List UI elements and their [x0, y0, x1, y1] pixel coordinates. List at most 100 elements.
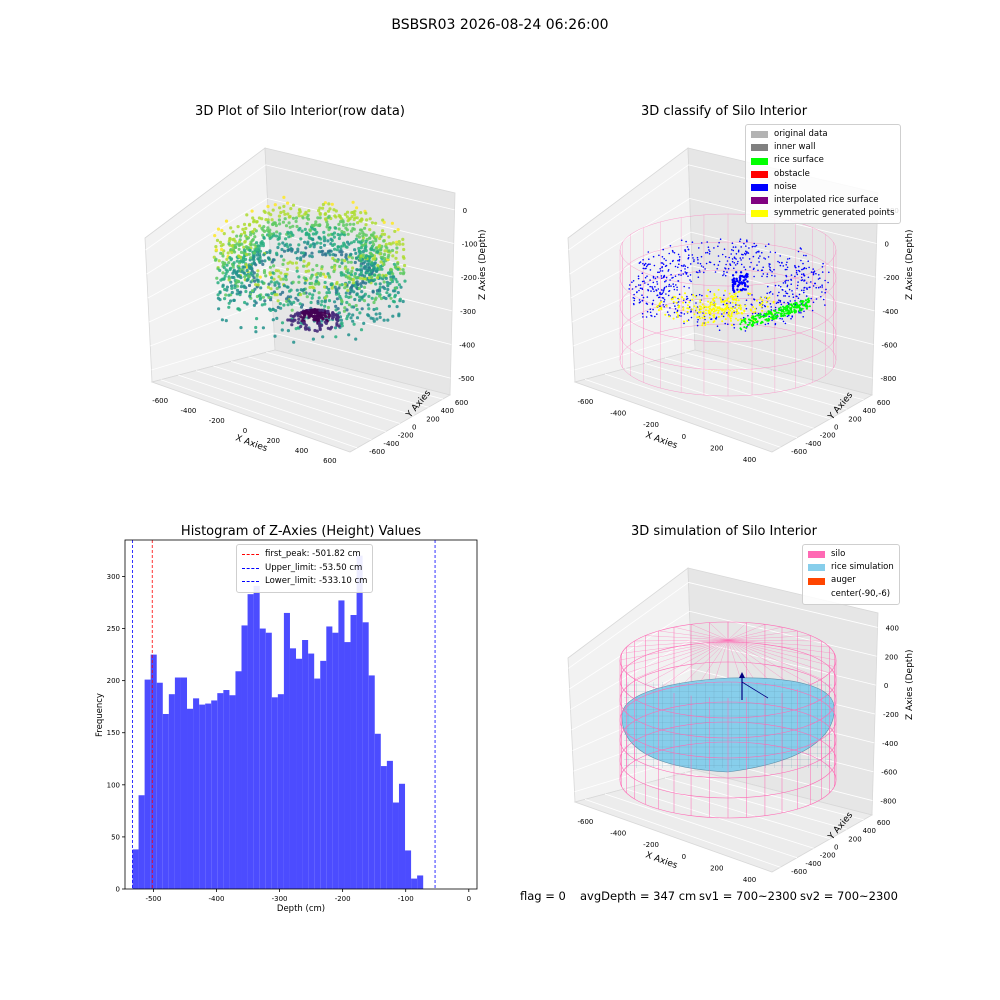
rice-surface-point — [775, 311, 778, 314]
grid-line — [150, 299, 273, 347]
noise-point — [780, 303, 783, 306]
noise-point — [743, 242, 745, 245]
noise-point — [657, 271, 659, 274]
data-point — [305, 310, 310, 314]
noise-point — [800, 312, 802, 314]
data-point — [271, 222, 275, 226]
noise-point — [663, 286, 666, 289]
data-point — [232, 261, 236, 265]
noise-point — [744, 330, 747, 332]
data-point — [401, 237, 405, 241]
data-point — [313, 222, 317, 227]
symmetric-point — [732, 298, 735, 301]
noise-point — [646, 310, 649, 313]
data-point — [285, 297, 289, 301]
histogram-bar — [289, 648, 297, 889]
symmetric-point — [748, 292, 750, 295]
symmetric-point — [736, 312, 738, 315]
data-point — [381, 229, 385, 233]
legend-label: original data — [774, 129, 828, 139]
symmetric-point — [732, 295, 735, 298]
symmetric-point — [693, 305, 696, 308]
noise-point — [753, 242, 755, 245]
noise-point — [822, 298, 825, 301]
noise-point — [690, 316, 693, 319]
data-point — [221, 254, 225, 258]
symmetric-point — [707, 300, 710, 303]
data-point — [281, 220, 285, 224]
data-point — [362, 285, 367, 289]
noise-point — [775, 302, 778, 305]
noise-point — [778, 284, 780, 287]
rice-surface-point — [758, 316, 761, 319]
grid-line — [568, 582, 689, 669]
noise-point — [792, 296, 795, 299]
rice-surface-point — [805, 307, 808, 310]
noise-point — [803, 273, 805, 276]
data-point — [233, 286, 237, 290]
noise-point — [652, 308, 654, 311]
rice-surface-point — [741, 319, 743, 322]
noise-point — [746, 280, 749, 283]
data-point — [304, 246, 308, 250]
data-point — [256, 278, 260, 282]
data-point — [262, 229, 267, 233]
data-point — [353, 272, 357, 276]
data-point — [318, 216, 322, 220]
noise-point — [689, 263, 692, 265]
symmetric-point — [710, 308, 713, 311]
noise-point — [666, 311, 669, 313]
data-point — [237, 266, 241, 270]
data-point — [361, 238, 365, 242]
symmetric-point — [699, 310, 702, 313]
noise-point — [762, 273, 765, 275]
data-point — [387, 304, 391, 308]
data-point — [321, 317, 325, 321]
symmetric-point — [735, 317, 737, 320]
y-tick-label: 200 — [107, 677, 120, 685]
noise-point — [676, 289, 678, 291]
data-point — [281, 262, 285, 266]
noise-point — [699, 271, 701, 273]
symmetric-point — [740, 312, 743, 315]
data-point — [253, 235, 257, 239]
rice-surface-point — [801, 307, 804, 310]
symmetric-point — [657, 309, 660, 312]
data-point — [303, 312, 307, 316]
data-point — [230, 290, 234, 295]
noise-point — [746, 251, 748, 253]
symmetric-point — [715, 296, 718, 299]
data-point — [359, 250, 363, 254]
grid-line — [573, 299, 694, 347]
symmetric-point — [695, 306, 698, 309]
symmetric-point — [755, 299, 758, 302]
data-point — [368, 217, 372, 221]
histogram-bar — [132, 849, 139, 889]
data-point — [327, 315, 331, 319]
data-point — [347, 280, 351, 284]
data-point — [296, 247, 300, 251]
noise-point — [782, 320, 785, 323]
noise-point — [656, 313, 658, 315]
noise-point — [745, 250, 747, 253]
data-point — [224, 293, 228, 297]
silo-roof-edge — [727, 626, 783, 641]
x-tick-label: -100 — [398, 895, 414, 903]
noise-point — [671, 277, 673, 279]
data-point — [350, 273, 354, 277]
noise-point — [684, 271, 686, 273]
data-point — [278, 222, 282, 226]
data-point — [344, 294, 348, 299]
data-point — [296, 298, 300, 302]
noise-point — [741, 275, 744, 278]
histogram-bar — [356, 555, 363, 889]
rice-surface-point — [766, 319, 769, 322]
noise-point — [667, 294, 670, 297]
histogram-title: Histogram of Z-Axies (Height) Values — [180, 524, 422, 539]
data-point — [274, 269, 278, 273]
noise-point — [644, 267, 646, 270]
data-point — [276, 299, 280, 303]
data-point — [279, 271, 283, 275]
rice-surface-point — [782, 305, 784, 308]
noise-point — [753, 267, 755, 270]
